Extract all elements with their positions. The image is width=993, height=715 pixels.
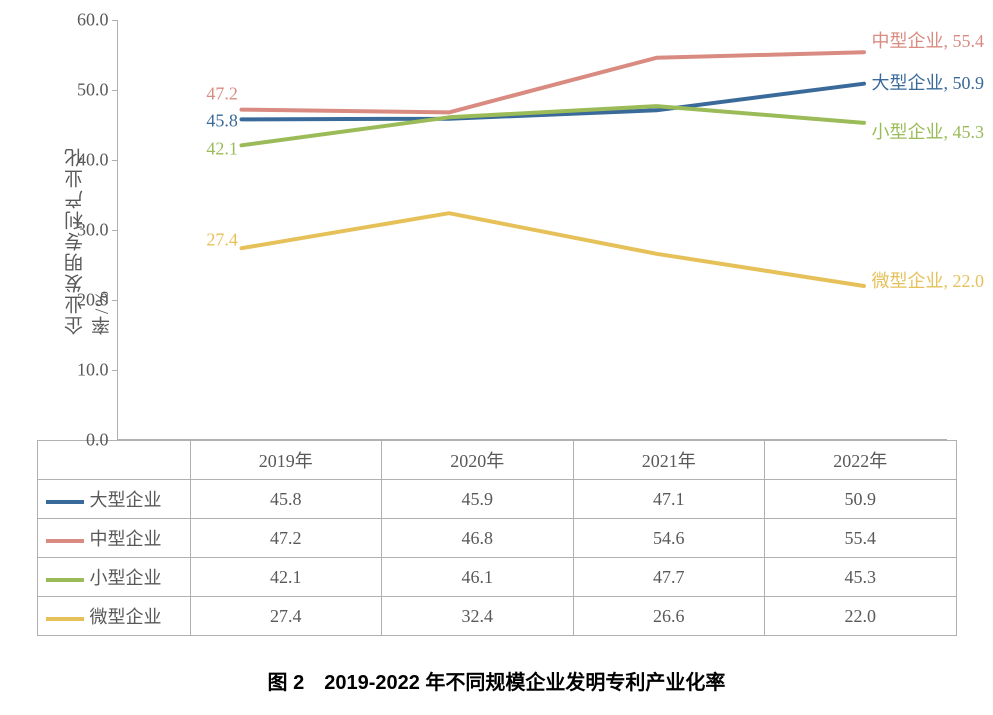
- table-corner-cell: [37, 441, 190, 480]
- chart-caption: 图 2 2019-2022 年不同规模企业发明专利产业化率: [37, 666, 957, 695]
- data-table: 2019年2020年2021年2022年大型企业 45.845.947.150.9…: [37, 440, 957, 636]
- table-cell: 45.3: [765, 558, 957, 597]
- table-cell: 22.0: [765, 597, 957, 636]
- table-header-row: 2019年2020年2021年2022年: [37, 441, 956, 480]
- table-category-header: 2022年: [765, 441, 957, 480]
- legend-swatch: [46, 578, 84, 582]
- chart-lines: [117, 20, 947, 440]
- y-tick-label: 40.0: [69, 149, 109, 170]
- y-tick-mark: [112, 300, 117, 301]
- table-cell: 45.9: [382, 480, 574, 519]
- series-end-label: 大型企业, 50.9: [872, 69, 985, 95]
- table-row: 微型企业 27.432.426.622.0: [37, 597, 956, 636]
- legend-cell: 大型企业: [37, 480, 190, 519]
- series-end-label: 小型企业, 45.3: [872, 118, 985, 144]
- legend-label: 微型企业: [90, 607, 162, 627]
- y-tick-mark: [112, 90, 117, 91]
- series-start-label: 42.1: [206, 139, 238, 160]
- legend-label: 小型企业: [90, 568, 162, 588]
- table-row: 中型企业 47.246.854.655.4: [37, 519, 956, 558]
- table-category-header: 2020年: [382, 441, 574, 480]
- table-row: 小型企业 42.146.147.745.3: [37, 558, 956, 597]
- series-start-label: 27.4: [206, 230, 238, 251]
- table-cell: 32.4: [382, 597, 574, 636]
- table-cell: 47.7: [573, 558, 765, 597]
- y-tick-label: 50.0: [69, 79, 109, 100]
- legend-label: 中型企业: [90, 529, 162, 549]
- legend-cell: 中型企业: [37, 519, 190, 558]
- table-cell: 54.6: [573, 519, 765, 558]
- table-cell: 47.2: [190, 519, 382, 558]
- y-tick-mark: [112, 370, 117, 371]
- legend-cell: 微型企业: [37, 597, 190, 636]
- series-line: [241, 213, 864, 286]
- y-tick-mark: [112, 20, 117, 21]
- y-tick-mark: [112, 230, 117, 231]
- legend-swatch: [46, 539, 84, 543]
- series-end-label: 微型企业, 22.0: [872, 267, 985, 293]
- series-line: [241, 52, 864, 112]
- table-cell: 46.8: [382, 519, 574, 558]
- plot-area: 企业发明专利产业化率/% 0.010.020.030.040.050.060.0…: [117, 20, 947, 440]
- table-cell: 42.1: [190, 558, 382, 597]
- legend-swatch: [46, 500, 84, 504]
- table-cell: 55.4: [765, 519, 957, 558]
- series-start-label: 45.8: [206, 111, 238, 132]
- y-tick-label: 60.0: [69, 10, 109, 31]
- table-cell: 26.6: [573, 597, 765, 636]
- y-tick-label: 0.0: [69, 430, 109, 451]
- y-tick-label: 10.0: [69, 360, 109, 381]
- table-cell: 27.4: [190, 597, 382, 636]
- y-tick-label: 20.0: [69, 289, 109, 310]
- table-cell: 46.1: [382, 558, 574, 597]
- table-cell: 47.1: [573, 480, 765, 519]
- table-row: 大型企业 45.845.947.150.9: [37, 480, 956, 519]
- legend-label: 大型企业: [90, 490, 162, 510]
- series-end-label: 中型企业, 55.4: [872, 27, 985, 53]
- legend-cell: 小型企业: [37, 558, 190, 597]
- table-cell: 50.9: [765, 480, 957, 519]
- table-category-header: 2021年: [573, 441, 765, 480]
- y-tick-mark: [112, 160, 117, 161]
- y-tick-mark: [112, 440, 117, 441]
- table-category-header: 2019年: [190, 441, 382, 480]
- table-cell: 45.8: [190, 480, 382, 519]
- chart-container: 企业发明专利产业化率/% 0.010.020.030.040.050.060.0…: [37, 20, 957, 695]
- y-tick-label: 30.0: [69, 220, 109, 241]
- legend-swatch: [46, 617, 84, 621]
- series-start-label: 47.2: [206, 83, 238, 104]
